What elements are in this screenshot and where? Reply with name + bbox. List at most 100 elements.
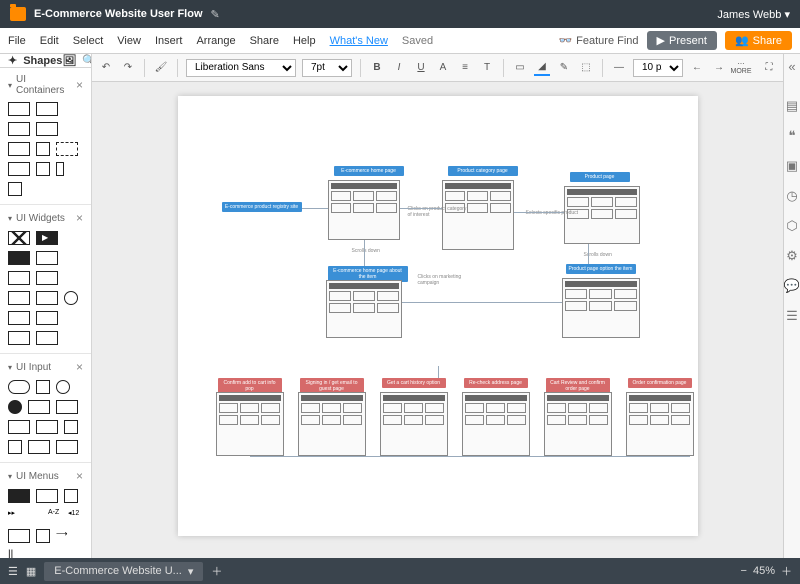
flow-label[interactable]: Product page <box>570 172 630 182</box>
shape-item[interactable] <box>64 489 78 503</box>
document-page[interactable]: E-commerce product registry siteE-commer… <box>178 96 698 536</box>
folder-icon[interactable] <box>10 7 26 21</box>
shape-item[interactable] <box>36 142 50 156</box>
shape-item[interactable] <box>28 509 42 523</box>
font-family-select[interactable]: Liberation Sans <box>186 59 296 77</box>
page-icon[interactable]: ▤ <box>784 98 800 114</box>
shape-item[interactable] <box>36 380 50 394</box>
search-icon[interactable]: 🔍 <box>82 54 92 67</box>
collapse-rail-icon[interactable]: « <box>784 58 800 74</box>
wireframe-node[interactable] <box>626 392 694 456</box>
close-section-icon[interactable]: × <box>76 78 83 92</box>
redo-button[interactable]: ↷ <box>120 60 136 76</box>
shape-item[interactable] <box>36 102 58 116</box>
shape-options-button[interactable]: ⬚ <box>578 60 594 76</box>
shape-item[interactable] <box>8 331 30 345</box>
text-options-button[interactable]: T <box>479 60 495 76</box>
chevron-down-icon[interactable]: ▾ <box>8 472 12 481</box>
line-width-select[interactable]: 10 px <box>633 59 683 77</box>
wireframe-node[interactable] <box>380 392 448 456</box>
shape-item[interactable] <box>56 162 64 176</box>
shape-item[interactable] <box>36 271 58 285</box>
close-section-icon[interactable]: × <box>76 360 83 374</box>
actions-icon[interactable]: ⚙ <box>784 248 800 264</box>
shape-item[interactable]: A-Z <box>48 509 62 523</box>
more-button[interactable]: ⋯MORE <box>733 60 749 76</box>
text-color-button[interactable]: A <box>435 60 451 76</box>
zoom-out-button[interactable]: − <box>741 565 747 577</box>
paint-format-icon[interactable]: 🖌 <box>153 60 169 76</box>
menu-view[interactable]: View <box>117 35 141 47</box>
shape-item[interactable] <box>8 529 30 543</box>
zoom-in-button[interactable]: ＋ <box>781 563 792 579</box>
underline-button[interactable]: U <box>413 60 429 76</box>
arrow-end-button[interactable]: → <box>711 60 727 76</box>
shape-item[interactable]: ▸▸ <box>8 509 22 523</box>
shapes-settings-icon[interactable]: ✦ <box>8 54 17 67</box>
flow-label[interactable]: E-commerce home page <box>334 166 404 176</box>
close-section-icon[interactable]: × <box>76 211 83 225</box>
shape-item[interactable] <box>8 271 30 285</box>
font-size-select[interactable]: 7pt <box>302 59 352 77</box>
undo-button[interactable]: ↶ <box>98 60 114 76</box>
shape-item[interactable] <box>36 420 58 434</box>
rename-icon[interactable]: ✎ <box>211 8 220 21</box>
wireframe-node[interactable] <box>326 280 402 338</box>
shape-item[interactable] <box>8 420 30 434</box>
shape-item[interactable] <box>8 291 30 305</box>
shape-item[interactable] <box>56 142 78 156</box>
menu-edit[interactable]: Edit <box>40 35 59 47</box>
fill-bucket-icon[interactable]: ◢ <box>534 60 550 76</box>
shape-item[interactable] <box>36 529 50 543</box>
grid-view-icon[interactable]: ▦ <box>26 565 36 578</box>
present-icon[interactable]: ▣ <box>784 158 800 174</box>
shape-item[interactable] <box>36 311 58 325</box>
flow-label[interactable]: Product category page <box>448 166 518 176</box>
wireframe-node[interactable] <box>216 392 284 456</box>
wireframe-node[interactable] <box>544 392 612 456</box>
menu-whatsnew[interactable]: What's New <box>330 35 388 47</box>
line-style-button[interactable]: — <box>611 60 627 76</box>
shape-item[interactable] <box>8 122 30 136</box>
slides-icon[interactable]: ❝ <box>784 128 800 144</box>
shape-item[interactable] <box>28 440 50 454</box>
shape-item[interactable] <box>36 122 58 136</box>
page-tab[interactable]: E-Commerce Website U... ▾ <box>44 562 203 581</box>
menu-share[interactable]: Share <box>250 35 279 47</box>
chevron-down-icon[interactable]: ▾ <box>8 81 12 90</box>
fullscreen-button[interactable]: ⛶ <box>761 60 777 76</box>
wireframe-node[interactable] <box>462 392 530 456</box>
document-title[interactable]: E-Commerce Website User Flow <box>34 8 203 20</box>
shape-item[interactable] <box>36 162 50 176</box>
zoom-level[interactable]: 45% <box>753 565 775 577</box>
shape-item[interactable] <box>8 162 30 176</box>
shape-item[interactable] <box>8 400 22 414</box>
shape-item[interactable] <box>36 291 58 305</box>
flow-label[interactable]: Product page option the item <box>566 264 636 274</box>
shape-item[interactable]: ⟶ <box>56 529 78 543</box>
shape-item[interactable] <box>36 251 58 265</box>
present-button[interactable]: ▶ Present <box>647 31 717 50</box>
italic-button[interactable]: I <box>391 60 407 76</box>
layers-icon[interactable]: ☰ <box>784 308 800 324</box>
flow-label[interactable]: Order confirmation page <box>628 378 692 388</box>
menu-arrange[interactable]: Arrange <box>196 35 235 47</box>
border-color-button[interactable]: ✎ <box>556 60 572 76</box>
add-page-button[interactable]: ＋ <box>211 563 222 579</box>
shape-item[interactable] <box>36 489 58 503</box>
comments-icon[interactable]: 💬 <box>784 278 800 294</box>
shape-item[interactable]: || <box>8 549 22 558</box>
chevron-down-icon[interactable]: ▾ <box>8 214 12 223</box>
shape-item[interactable] <box>56 440 78 454</box>
shape-item[interactable] <box>64 420 78 434</box>
list-view-icon[interactable]: ☰ <box>8 565 18 578</box>
wireframe-node[interactable] <box>298 392 366 456</box>
menu-insert[interactable]: Insert <box>155 35 183 47</box>
history-icon[interactable]: ◷ <box>784 188 800 204</box>
menu-help[interactable]: Help <box>293 35 316 47</box>
shape-item[interactable] <box>8 311 30 325</box>
close-section-icon[interactable]: × <box>76 469 83 483</box>
shape-item[interactable]: ▶ <box>36 231 58 245</box>
menu-file[interactable]: File <box>8 35 26 47</box>
bold-button[interactable]: B <box>369 60 385 76</box>
